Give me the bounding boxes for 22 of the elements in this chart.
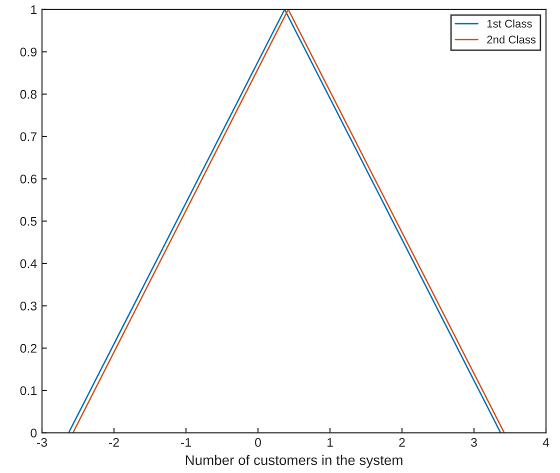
x-tick-label: -2 [109, 438, 119, 447]
legend-label: 2nd Class [487, 35, 536, 44]
y-tick-label: 0.6 [20, 174, 37, 184]
y-tick-label: 0.3 [20, 302, 37, 310]
y-tick-label: 0.4 [20, 259, 37, 268]
x-tick-label: 3 [471, 438, 477, 447]
x-tick-label: 2 [399, 438, 405, 447]
x-tick-label: 0 [255, 438, 261, 447]
x-axis-title: Number of customers in the system [186, 454, 402, 468]
y-tick-label: 0.1 [20, 386, 37, 396]
y-tick-label: 1 [31, 5, 37, 14]
x-tick-label: -1 [181, 438, 191, 447]
x-tick-label: -3 [37, 438, 48, 447]
y-tick-label: 0.7 [20, 132, 37, 142]
y-tick-label: 0.2 [20, 344, 37, 353]
x-tick-label: 1 [327, 438, 333, 447]
x-tick-label: 4 [542, 438, 550, 447]
y-tick-label: 0.8 [20, 90, 37, 99]
legend-label: 1st Class [487, 19, 532, 28]
y-tick-label: 0 [30, 428, 37, 438]
y-tick-label: 0.5 [20, 216, 37, 226]
y-tick-label: 0.9 [20, 48, 37, 56]
